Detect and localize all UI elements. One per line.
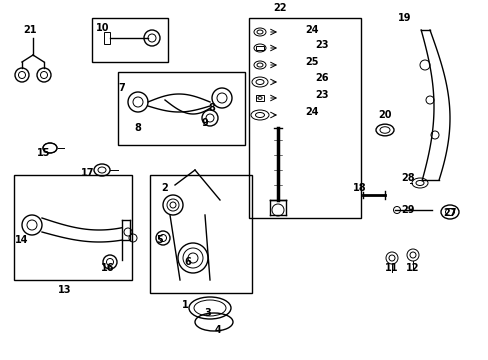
Bar	[118, 72, 244, 145]
Text: 23: 23	[315, 90, 328, 100]
Bar	[256, 46, 263, 50]
Text: 15: 15	[37, 148, 51, 158]
Bar	[248, 18, 360, 218]
Text: 2: 2	[162, 183, 168, 193]
Text: 5: 5	[156, 235, 163, 245]
Text: 16: 16	[101, 263, 115, 273]
Text: 8: 8	[134, 123, 141, 133]
Text: 18: 18	[352, 183, 366, 193]
Bar	[255, 95, 264, 101]
Text: 29: 29	[401, 205, 414, 215]
Text: 24: 24	[305, 107, 318, 117]
Text: 28: 28	[400, 173, 414, 183]
Text: 1: 1	[181, 300, 188, 310]
Text: 14: 14	[15, 235, 29, 245]
Bar	[104, 32, 110, 44]
Text: 9: 9	[201, 118, 208, 128]
Bar	[92, 18, 168, 62]
Text: 3: 3	[204, 308, 211, 318]
Bar	[150, 175, 251, 293]
Text: 7: 7	[119, 83, 125, 93]
Text: 10: 10	[96, 23, 109, 33]
Text: 26: 26	[315, 73, 328, 83]
Text: 24: 24	[305, 25, 318, 35]
Text: 20: 20	[378, 110, 391, 120]
Text: 22: 22	[273, 3, 286, 13]
Text: 4: 4	[214, 325, 221, 335]
Text: 19: 19	[397, 13, 411, 23]
Text: 21: 21	[23, 25, 37, 35]
Text: 25: 25	[305, 57, 318, 67]
Text: 23: 23	[315, 40, 328, 50]
Text: 27: 27	[442, 208, 456, 218]
Text: 6: 6	[184, 257, 191, 267]
Bar	[14, 175, 132, 280]
Text: 13: 13	[58, 285, 72, 295]
Text: 8: 8	[208, 103, 215, 113]
Text: 11: 11	[385, 263, 398, 273]
Text: 17: 17	[81, 168, 95, 178]
Text: 12: 12	[406, 263, 419, 273]
